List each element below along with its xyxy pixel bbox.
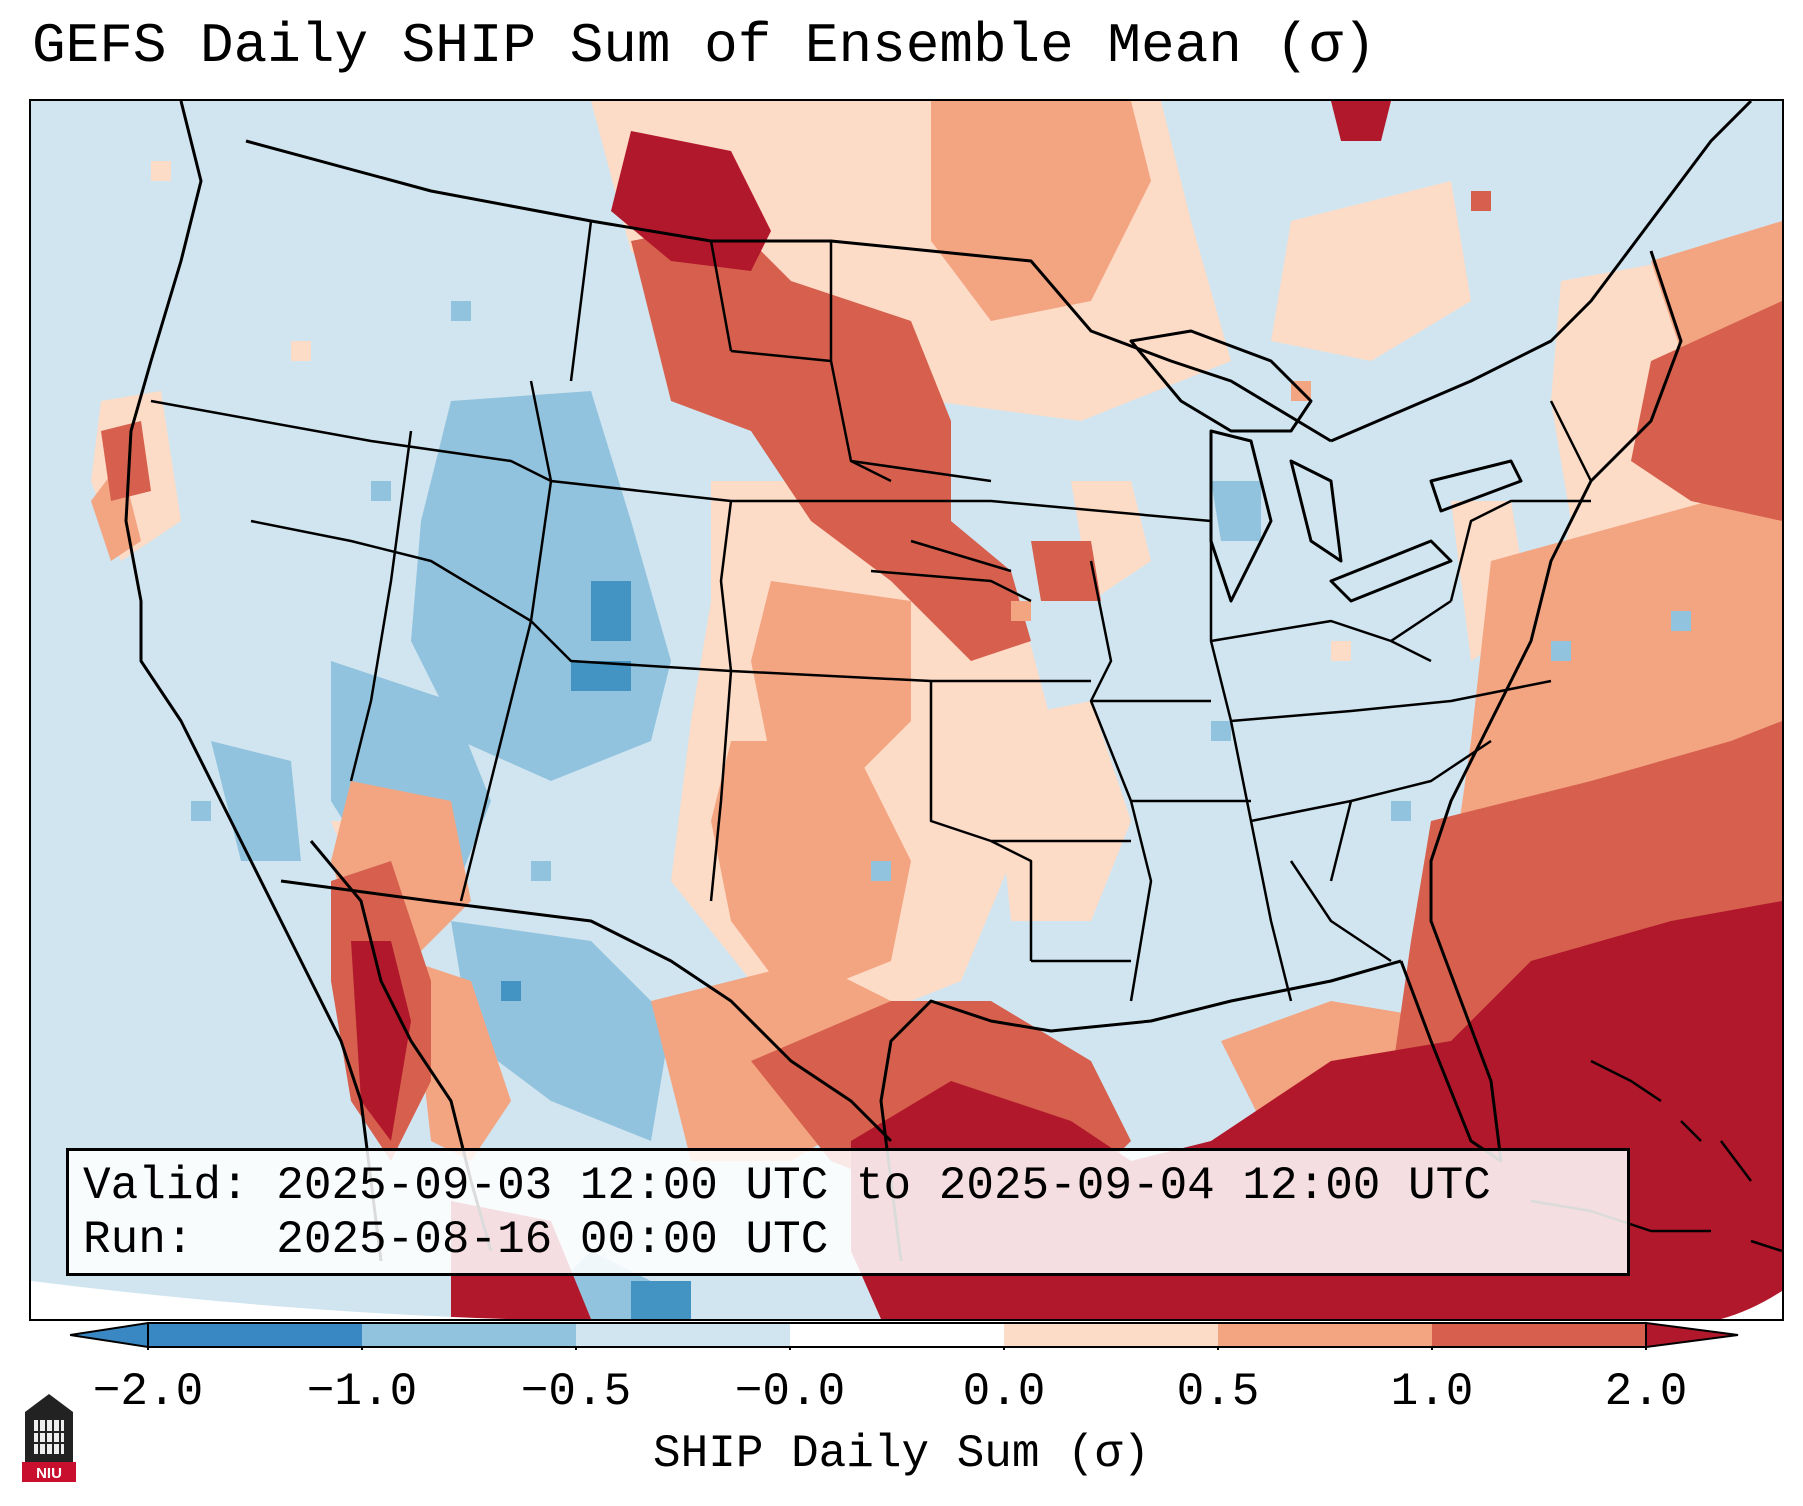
colorbar-tick-label: 2.0	[1604, 1366, 1688, 1418]
map-panel	[29, 99, 1784, 1321]
colorbar-segment	[362, 1323, 576, 1347]
colorbar-tick-label: −2.0	[92, 1366, 204, 1418]
colorbar-tick-label: 0.0	[962, 1366, 1046, 1418]
grid-speckles	[151, 161, 1691, 881]
colorbar-tick-label: −0.0	[734, 1366, 846, 1418]
colorbar-max-extension	[1645, 1321, 1739, 1349]
anomaly-map	[31, 101, 1782, 1319]
svg-text:NIU: NIU	[36, 1465, 62, 1482]
pacific-coastline	[124, 101, 383, 1262]
colorbar-tick-label: −1.0	[306, 1366, 418, 1418]
strong-negative-spots	[501, 581, 691, 1319]
colorbar-segment	[790, 1323, 1004, 1347]
outside-domain	[31, 1281, 791, 1319]
info-box: Valid: 2025-09-03 12:00 UTC to 2025-09-0…	[66, 1148, 1630, 1276]
colorbar-tick-label: 0.5	[1176, 1366, 1260, 1418]
colorbar-min-extension	[70, 1321, 149, 1349]
colorbar-label: SHIP Daily Sum (σ)	[653, 1428, 1150, 1480]
gulf-coastline	[879, 959, 1402, 1262]
colorbar-segment	[148, 1323, 362, 1347]
mexico-border	[280, 879, 893, 1143]
valid-time: Valid: 2025-09-03 12:00 UTC to 2025-09-0…	[83, 1160, 1491, 1212]
colorbar-segment	[1218, 1323, 1432, 1347]
state-borders	[150, 220, 1593, 1002]
chart-title: GEFS Daily SHIP Sum of Ensemble Mean (σ)	[32, 14, 1377, 78]
great-lakes	[1129, 329, 1523, 603]
colorbar-tick-label: −0.5	[520, 1366, 632, 1418]
colorbar	[70, 1321, 1739, 1350]
run-time: Run: 2025-08-16 00:00 UTC	[83, 1214, 829, 1266]
northeast-border	[1330, 101, 1753, 443]
niu-logo: NIU	[22, 1394, 76, 1482]
caribbean-islands	[1530, 1059, 1782, 1253]
colorbar-tick-label: 1.0	[1390, 1366, 1474, 1418]
colorbar-segment	[1432, 1323, 1646, 1347]
us-canada-border	[245, 139, 1332, 443]
colorbar-segment	[576, 1323, 790, 1347]
colorbar-segment	[1004, 1323, 1218, 1347]
